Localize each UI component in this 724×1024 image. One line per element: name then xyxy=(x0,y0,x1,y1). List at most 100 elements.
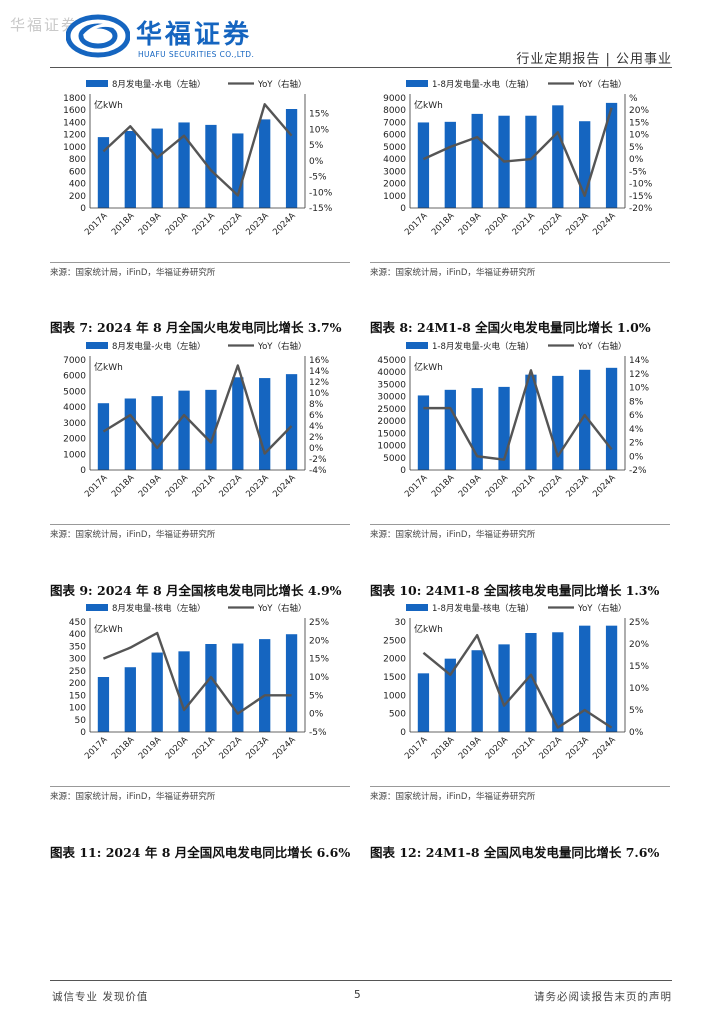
y2-tick-label: 14% xyxy=(309,367,329,377)
y-tick-label: 1000 xyxy=(383,691,406,701)
x-tick-label: 2020A xyxy=(164,473,191,500)
y2-tick-label: 0% xyxy=(629,452,644,462)
y-tick-label: 1000 xyxy=(383,192,406,202)
y-tick-label: 4000 xyxy=(383,155,406,165)
x-tick-label: 2024A xyxy=(271,211,298,238)
y-tick-label: 350 xyxy=(69,642,86,652)
y-tick-label: 20000 xyxy=(377,417,406,427)
x-tick-label: 2021A xyxy=(191,211,218,238)
bar xyxy=(498,386,510,470)
x-tick-label: 2017A xyxy=(83,735,110,762)
x-tick-label: 2023A xyxy=(564,211,591,238)
y2-tick-label: 0% xyxy=(309,444,324,454)
bar xyxy=(444,121,456,208)
yoy-line xyxy=(423,369,613,461)
chart-thermal-ytd: 1-8月发电量-火电（左轴） YoY（右轴） 亿kWh 0 5000 10000 15000… xyxy=(377,341,649,500)
axis-unit-label: 亿kWh xyxy=(414,99,443,111)
bar xyxy=(471,650,483,732)
legend-line-label: YoY（右轴） xyxy=(577,79,626,90)
x-tick-label: 2021A xyxy=(511,735,538,762)
y2-tick-label: -10% xyxy=(309,188,333,198)
bar xyxy=(259,639,271,732)
y-tick-label: 400 xyxy=(69,180,86,190)
source-note: 来源：国家统计局，iFinD，华福证券研究所 xyxy=(50,786,350,802)
x-tick-label: 2017A xyxy=(403,735,430,762)
x-tick-label: 2021A xyxy=(191,473,218,500)
bar xyxy=(552,632,564,732)
bar xyxy=(417,395,430,470)
figure-title: 图表 7: 2024 年 8 月全国火电发电同比增长 3.7% xyxy=(50,320,342,335)
bar xyxy=(232,377,244,470)
bar xyxy=(552,105,564,208)
chart-thermal-aug: 8月发电量-火电（左轴） YoY（右轴） 亿kWh 0 1000 2000 3000 4000… xyxy=(63,341,329,500)
y2-tick-label: -5% xyxy=(629,167,647,177)
footer-slogan: 诚信专业 发现价值 xyxy=(52,991,149,1003)
x-tick-label: 2020A xyxy=(164,211,191,238)
x-tick-label: 2022A xyxy=(217,473,244,500)
y2-tick-label: 4% xyxy=(629,425,644,435)
y-tick-label: 200 xyxy=(69,679,86,689)
y-tick-label: 8000 xyxy=(383,106,406,116)
x-tick-label: 2018A xyxy=(110,735,137,762)
y2-tick-label: 10% xyxy=(309,389,329,399)
x-tick-label: 2017A xyxy=(83,473,110,500)
x-tick-label: 2022A xyxy=(537,735,564,762)
x-tick-label: 2022A xyxy=(537,211,564,238)
y2-tick-label: % xyxy=(629,94,638,104)
y2-tick-label: 5% xyxy=(629,143,644,153)
x-tick-label: 2019A xyxy=(137,735,164,762)
x-tick-label: 2020A xyxy=(484,735,511,762)
y-tick-label: 1800 xyxy=(63,94,86,104)
y-tick-label: 300 xyxy=(69,655,86,665)
y-tick-label: 25000 xyxy=(377,405,406,415)
legend-bar-label: 8月发电量-火电（左轴） xyxy=(112,341,205,352)
y-tick-label: 0 xyxy=(400,204,406,214)
source-note: 来源：国家统计局，iFinD，华福证券研究所 xyxy=(50,524,350,540)
x-tick-label: 2021A xyxy=(511,473,538,500)
yoy-line xyxy=(422,107,613,197)
legend-bar-label: 1-8月发电量-水电（左轴） xyxy=(432,79,534,90)
y2-tick-label: 10% xyxy=(629,684,649,694)
bar xyxy=(605,367,618,470)
axis-unit-label: 亿kWh xyxy=(414,623,443,635)
y2-tick-label: 5% xyxy=(309,691,324,701)
y-tick-label: 0 xyxy=(80,728,86,738)
bar xyxy=(178,651,190,732)
watermark: 华福证券 xyxy=(10,16,79,34)
logo-text-en: HUAFU SECURITIES CO.,LTD. xyxy=(138,50,255,59)
source-note: 来源：国家统计局，iFinD，华福证券研究所 xyxy=(370,262,670,278)
x-tick-label: 2018A xyxy=(430,473,457,500)
axis-unit-label: 亿kWh xyxy=(94,99,123,111)
yoy-line xyxy=(422,634,613,729)
axis-unit-label: 亿kWh xyxy=(94,623,123,635)
x-tick-label: 2018A xyxy=(110,473,137,500)
bar xyxy=(498,644,510,732)
y-tick-label: 7000 xyxy=(63,356,86,366)
legend-line-label: YoY（右轴） xyxy=(577,603,626,614)
y2-tick-label: 0% xyxy=(629,728,644,738)
x-tick-label: 2024A xyxy=(591,211,618,238)
x-tick-label: 2020A xyxy=(484,211,511,238)
y2-tick-label: 20% xyxy=(309,636,329,646)
y2-tick-label: -15% xyxy=(629,192,653,202)
y-tick-label: 5000 xyxy=(383,454,406,464)
y2-tick-label: 8% xyxy=(309,400,324,410)
y-tick-label: 2000 xyxy=(383,180,406,190)
bar xyxy=(579,625,591,732)
legend-bar-swatch xyxy=(86,342,108,349)
y-tick-label: 500 xyxy=(389,710,406,720)
chart-panel-1: 8月发电量-水电（左轴） YoY（右轴） 亿kWh 0 200 400 600 800 1000… xyxy=(50,74,350,260)
bar xyxy=(552,375,564,470)
y-tick-label: 450 xyxy=(69,618,86,628)
y2-tick-label: 12% xyxy=(629,370,649,380)
company-logo: 华福证券 HUAFU SECURITIES CO.,LTD. xyxy=(65,14,266,64)
y-tick-label: 1000 xyxy=(63,143,86,153)
y2-tick-label: -10% xyxy=(629,180,653,190)
y-tick-label: 2000 xyxy=(383,655,406,665)
y2-tick-label: -5% xyxy=(309,728,327,738)
y-tick-label: 3000 xyxy=(63,419,86,429)
y2-tick-label: 10% xyxy=(629,131,649,141)
chart-nuclear-ytd: 1-8月发电量-核电（左轴） YoY（右轴） 亿kWh 0 500 1000 1500 200… xyxy=(383,603,649,762)
y-tick-label: 10000 xyxy=(377,442,406,452)
bar xyxy=(151,652,163,732)
